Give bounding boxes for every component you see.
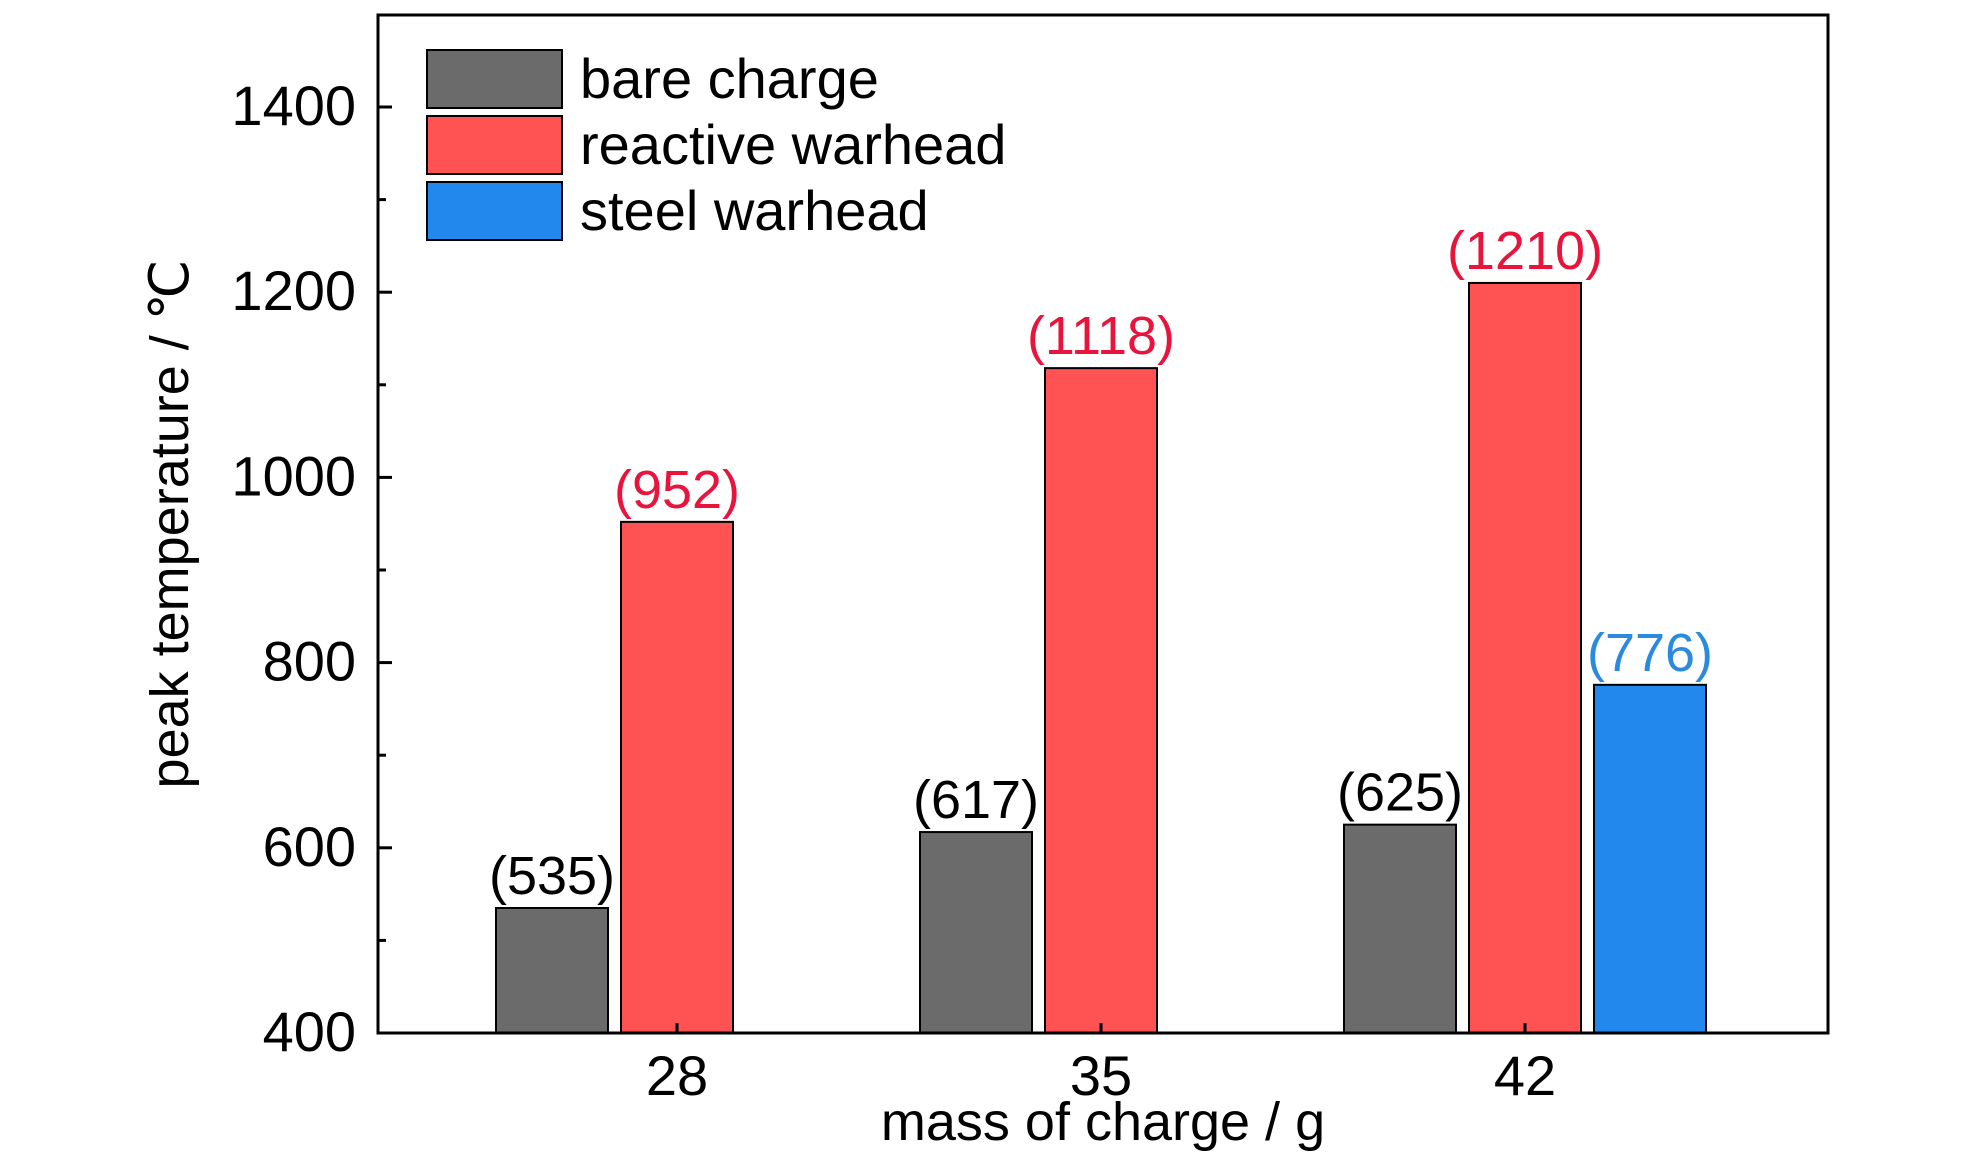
- data-label-bare-charge-28: (535): [489, 846, 615, 906]
- x-tick-label: 35: [1070, 1044, 1132, 1107]
- y-tick-label: 400: [263, 1000, 356, 1063]
- legend-swatch-steel-warhead: [426, 181, 563, 241]
- data-labels-layer: (535) (617) (625) (952) (1118) (1210) (776): [489, 221, 1713, 906]
- legend-label-steel-warhead: steel warhead: [580, 179, 929, 242]
- x-tick-label: 28: [646, 1044, 708, 1107]
- legend-label-reactive-warhead: reactive warhead: [580, 113, 1006, 176]
- legend-label-bare-charge: bare charge: [580, 47, 879, 110]
- bars-layer: [495, 281, 1707, 1035]
- bar-bare-charge-42: [1343, 823, 1457, 1035]
- bar-reactive-warhead-35: [1044, 367, 1158, 1034]
- y-tick-label: 1200: [231, 259, 356, 322]
- data-label-bare-charge-42: (625): [1337, 763, 1463, 823]
- bar-bare-charge-28: [495, 906, 609, 1034]
- data-label-reactive-warhead-42: (1210): [1447, 221, 1603, 281]
- bar-reactive-warhead-42: [1468, 281, 1582, 1034]
- y-axis-title: peak temperature / ℃: [140, 260, 200, 789]
- y-tick-label: 600: [263, 815, 356, 878]
- x-tick-label: 42: [1494, 1044, 1556, 1107]
- bar-bare-charge-35: [919, 831, 1033, 1034]
- data-label-steel-warhead-42: (776): [1587, 623, 1713, 683]
- plot-frame: [376, 13, 1830, 1035]
- y-tick-label: 1000: [231, 444, 356, 507]
- y-tick-label: 800: [263, 630, 356, 693]
- legend-swatch-bare-charge: [426, 49, 563, 109]
- data-label-reactive-warhead-35: (1118): [1027, 306, 1175, 366]
- bar-steel-warhead-42: [1593, 683, 1707, 1034]
- data-label-reactive-warhead-28: (952): [614, 460, 740, 520]
- bar-reactive-warhead-28: [620, 520, 734, 1035]
- data-label-bare-charge-35: (617): [913, 770, 1039, 830]
- y-axis: 400 600 800 1000 1200 1400: [231, 74, 392, 1063]
- x-axis-title: mass of charge / g: [881, 1092, 1325, 1152]
- legend-swatch-reactive-warhead: [426, 115, 563, 175]
- y-tick-label: 1400: [231, 74, 356, 137]
- x-axis: 28 35 42: [646, 1023, 1556, 1107]
